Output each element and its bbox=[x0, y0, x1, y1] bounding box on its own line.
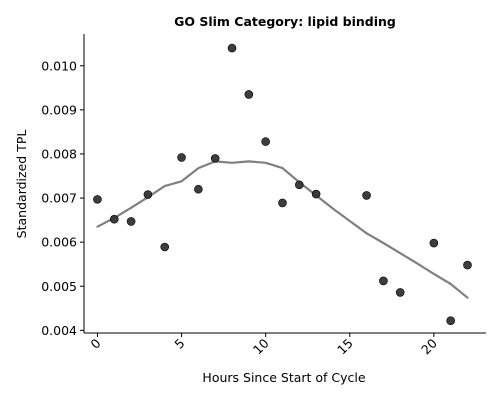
y-tick-label: 0.007 bbox=[41, 191, 77, 206]
y-tick-label: 0.004 bbox=[41, 323, 77, 338]
data-point bbox=[194, 184, 203, 194]
data-point bbox=[143, 190, 153, 199]
data-point bbox=[177, 153, 186, 162]
axes-frame bbox=[83, 34, 486, 334]
data-point bbox=[93, 195, 102, 204]
x-tick-label: 20 bbox=[418, 335, 440, 357]
y-tick-label: 0.010 bbox=[41, 58, 77, 73]
data-point bbox=[210, 154, 220, 163]
y-tick-label: 0.005 bbox=[41, 279, 77, 294]
x-axis-label: Hours Since Start of Cycle bbox=[202, 370, 365, 385]
data-point bbox=[261, 137, 270, 146]
data-point bbox=[109, 214, 119, 224]
y-ticks: 0.004 0.005 0.006 0.007 0.008 0.009 0.010 bbox=[41, 58, 84, 338]
data-point bbox=[160, 242, 170, 252]
data-point bbox=[429, 238, 439, 248]
x-tick-label: 10 bbox=[250, 335, 272, 357]
data-point bbox=[311, 189, 321, 199]
chart-title: GO Slim Category: lipid binding bbox=[174, 14, 396, 29]
y-tick-label: 0.008 bbox=[41, 146, 77, 161]
x-tick-label: 15 bbox=[334, 336, 356, 358]
data-point bbox=[126, 217, 136, 226]
data-point bbox=[395, 288, 405, 297]
data-point bbox=[446, 316, 455, 325]
trend-line bbox=[96, 160, 469, 299]
data-point bbox=[379, 276, 388, 286]
y-tick-label: 0.006 bbox=[41, 235, 77, 250]
x-tick-label: 5 bbox=[171, 336, 187, 352]
data-point bbox=[362, 191, 371, 200]
data-points bbox=[93, 43, 472, 325]
data-point bbox=[463, 260, 472, 270]
data-point bbox=[278, 198, 287, 208]
x-ticks: 0 5 10 15 20 bbox=[87, 333, 440, 357]
data-point bbox=[227, 43, 237, 53]
data-point bbox=[244, 90, 254, 99]
data-point bbox=[294, 180, 304, 190]
y-axis-label: Standardized TPL bbox=[14, 130, 29, 239]
x-tick-label: 0 bbox=[87, 335, 103, 351]
y-tick-label: 0.009 bbox=[41, 102, 77, 117]
